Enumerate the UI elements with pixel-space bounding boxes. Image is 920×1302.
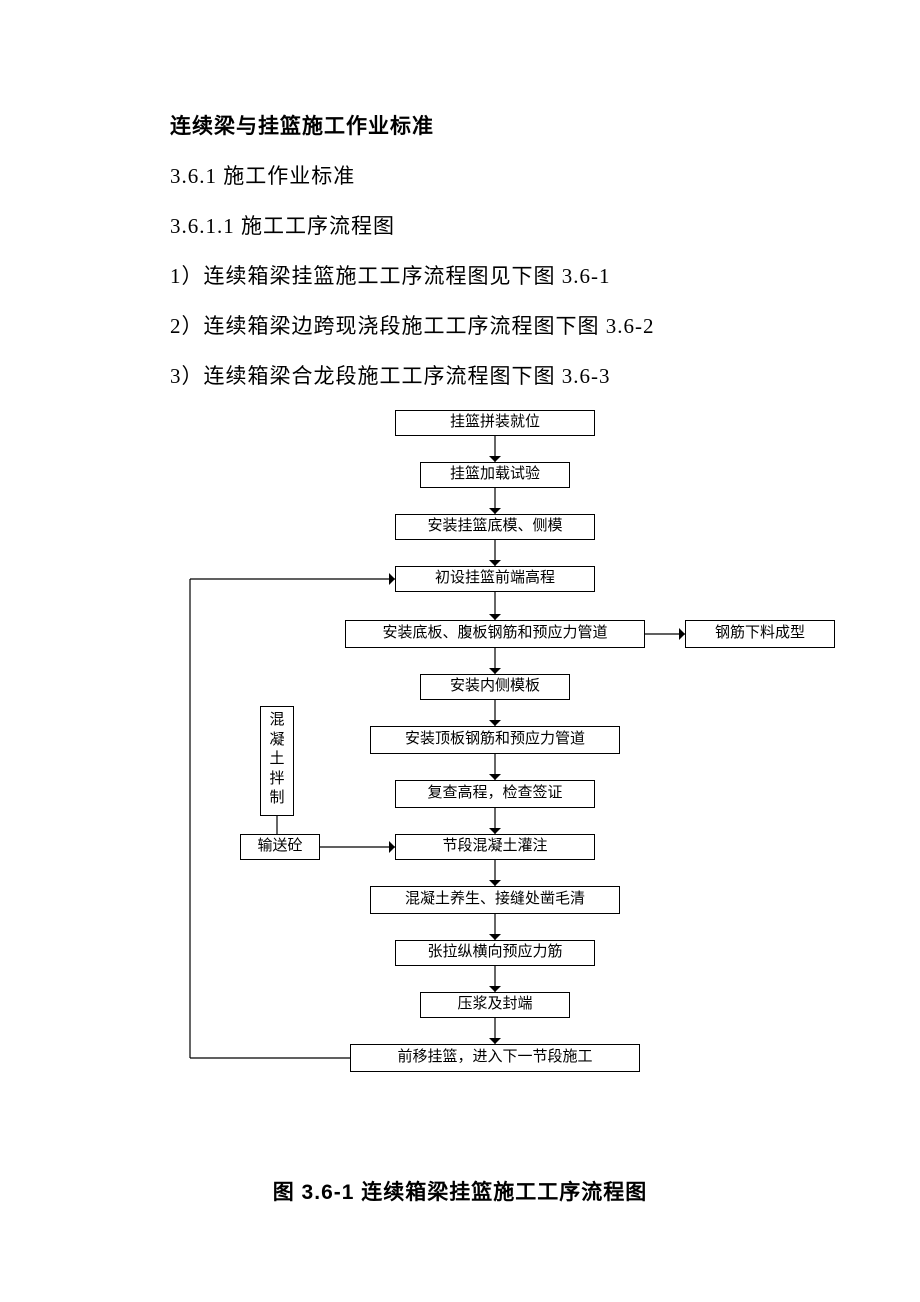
flowchart-node-n7l: 混凝土拌制 — [260, 706, 294, 816]
flowchart-3-6-1: 挂篮拼装就位挂篮加载试验安装挂篮底模、侧模初设挂篮前端高程安装底板、腹板钢筋和预… — [170, 410, 920, 1170]
flowchart-node-n3: 安装挂篮底模、侧模 — [395, 514, 595, 540]
section-3-6-1: 3.6.1 施工作业标准 — [170, 160, 750, 190]
flowchart-node-n5r: 钢筋下料成型 — [685, 620, 835, 648]
flowchart-node-n5: 安装底板、腹板钢筋和预应力管道 — [345, 620, 645, 648]
section-3-6-1-1: 3.6.1.1 施工工序流程图 — [170, 210, 750, 240]
flowchart-node-n8l: 输送砼 — [240, 834, 320, 860]
list-item-3: 3）连续箱梁合龙段施工工序流程图下图 3.6-3 — [170, 360, 750, 390]
flowchart-node-n7: 安装顶板钢筋和预应力管道 — [370, 726, 620, 754]
flowchart-node-n4: 初设挂篮前端高程 — [395, 566, 595, 592]
document-content: 连续梁与挂篮施工作业标准 3.6.1 施工作业标准 3.6.1.1 施工工序流程… — [0, 0, 920, 1206]
flowchart-node-n10: 混凝土养生、接缝处凿毛清 — [370, 886, 620, 914]
main-title: 连续梁与挂篮施工作业标准 — [170, 110, 750, 140]
figure-caption: 图 3.6-1 连续箱梁挂篮施工工序流程图 — [170, 1176, 750, 1206]
flowchart-node-n2: 挂篮加载试验 — [420, 462, 570, 488]
flowchart-node-n8: 复查高程，检查签证 — [395, 780, 595, 808]
flowchart-node-n11: 张拉纵横向预应力筋 — [395, 940, 595, 966]
flowchart-node-n1: 挂篮拼装就位 — [395, 410, 595, 436]
list-item-1: 1）连续箱梁挂篮施工工序流程图见下图 3.6-1 — [170, 260, 750, 290]
flowchart-node-n13: 前移挂篮，进入下一节段施工 — [350, 1044, 640, 1072]
flowchart-node-n6: 安装内侧模板 — [420, 674, 570, 700]
flowchart-node-n9: 节段混凝土灌注 — [395, 834, 595, 860]
list-item-2: 2）连续箱梁边跨现浇段施工工序流程图下图 3.6-2 — [170, 310, 750, 340]
flowchart-node-n12: 压浆及封端 — [420, 992, 570, 1018]
